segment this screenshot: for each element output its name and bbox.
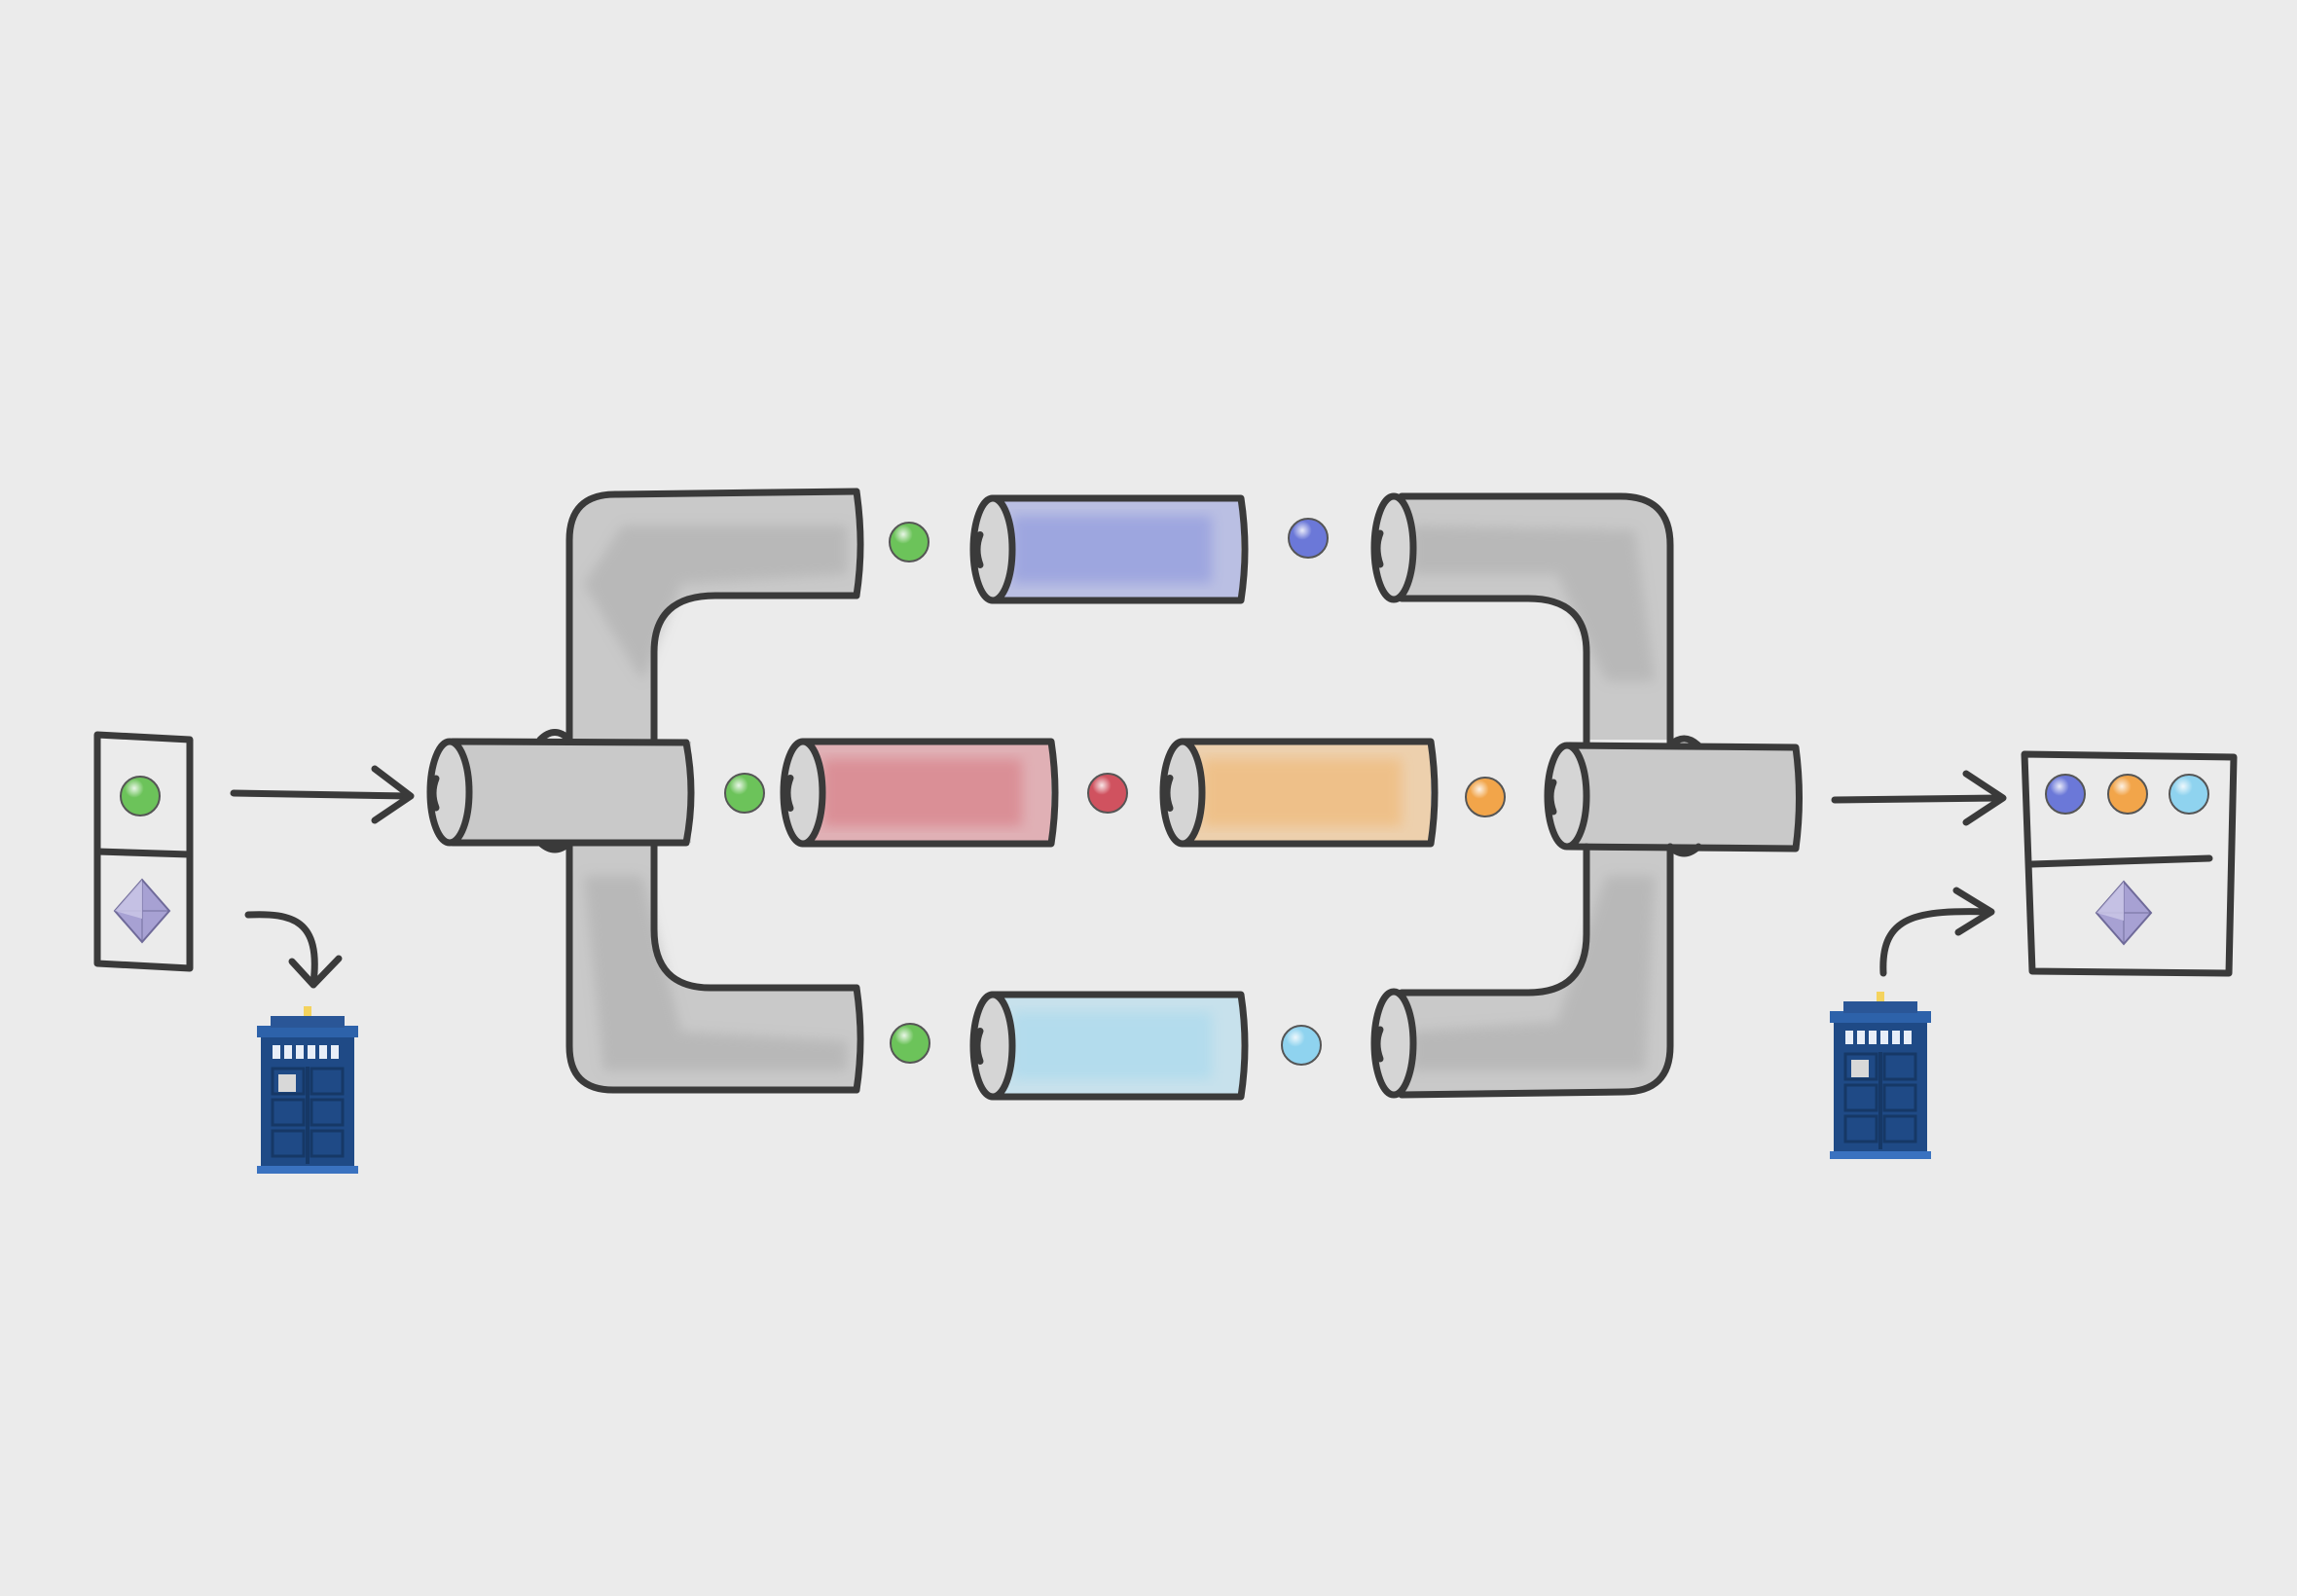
tardis-part xyxy=(257,1026,358,1037)
top-blue-stage-pipe xyxy=(969,494,1249,604)
tardis-panel xyxy=(1843,1052,1878,1081)
ball-highlight xyxy=(1282,1026,1321,1065)
tardis-door-divider xyxy=(306,1067,310,1164)
tardis-panel xyxy=(310,1067,345,1096)
input-arrow xyxy=(230,765,415,824)
tardis-window xyxy=(273,1045,280,1059)
input-tardis-icon xyxy=(257,1006,358,1174)
tardis-part xyxy=(1843,1001,1917,1013)
ball-highlight xyxy=(2046,775,2085,814)
output-arrow xyxy=(1831,770,2007,826)
ball-highlight xyxy=(1289,519,1328,558)
ball-highlight xyxy=(1466,778,1505,816)
tardis-door-divider xyxy=(1878,1052,1882,1149)
ball-highlight xyxy=(891,1024,930,1063)
tardis-panel xyxy=(310,1129,345,1158)
tardis-part xyxy=(304,1006,311,1016)
tardis-panel xyxy=(271,1098,306,1127)
tardis-panel xyxy=(1843,1083,1878,1112)
tardis-window xyxy=(1869,1031,1877,1044)
tardis-window xyxy=(1892,1031,1900,1044)
middle-red-stage-pipe xyxy=(780,738,1059,848)
tardis-panel xyxy=(1882,1052,1917,1081)
input-diamond-icon xyxy=(113,878,171,944)
output-tardis-icon xyxy=(1830,992,1931,1159)
tardis-part xyxy=(257,1166,358,1174)
tardis-window xyxy=(1880,1031,1888,1044)
tardis-panel xyxy=(1882,1083,1917,1112)
output-card xyxy=(2021,750,2238,977)
tardis-window xyxy=(1845,1031,1853,1044)
tardis-window xyxy=(319,1045,327,1059)
tardis-part xyxy=(1877,992,1884,1001)
tardis-part xyxy=(1830,1011,1931,1023)
flow-balls xyxy=(724,518,1506,1066)
tardis-window xyxy=(308,1045,315,1059)
tardis-window xyxy=(1904,1031,1912,1044)
ball-highlight xyxy=(725,774,764,813)
ball-highlight xyxy=(2108,775,2147,814)
ball-highlight xyxy=(1088,774,1127,813)
output-diamond-icon xyxy=(2095,880,2153,946)
tardis-panel xyxy=(1882,1114,1917,1143)
tardis-panel xyxy=(271,1067,306,1096)
ball-highlight xyxy=(890,523,929,562)
tardis-panel xyxy=(271,1129,306,1158)
middle-orange-stage-pipe xyxy=(1159,738,1439,848)
ball-highlight xyxy=(121,777,160,816)
tardis-window xyxy=(296,1045,304,1059)
bottom-cyan-stage-pipe xyxy=(969,991,1249,1101)
tardis-panel xyxy=(310,1098,345,1127)
tardis-sign xyxy=(278,1074,296,1092)
tardis-window xyxy=(331,1045,339,1059)
input-card xyxy=(93,731,194,972)
tardis-window xyxy=(284,1045,292,1059)
left-splitter-pipe xyxy=(426,488,864,1094)
tardis-window xyxy=(1857,1031,1865,1044)
tardis-part xyxy=(271,1016,345,1028)
right-merger-pipe xyxy=(1370,492,1803,1099)
ball-highlight xyxy=(2169,775,2208,814)
tardis-sign xyxy=(1851,1060,1869,1077)
tardis-part xyxy=(1830,1151,1931,1159)
input-tardis-arrow xyxy=(244,911,343,989)
tardis-panel xyxy=(1843,1114,1878,1143)
output-tardis-arrow xyxy=(1879,887,1995,977)
